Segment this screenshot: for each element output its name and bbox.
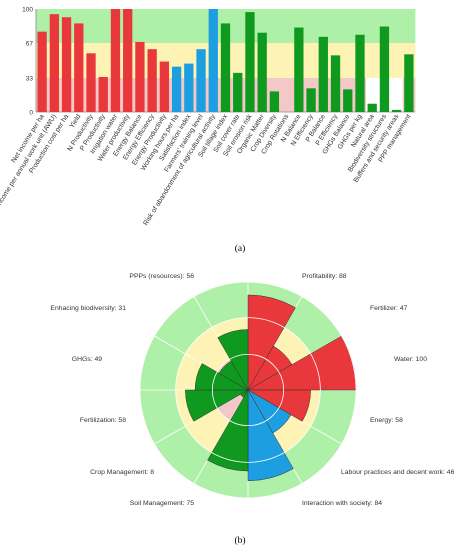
band-cell — [97, 42, 110, 79]
band-cell — [158, 9, 171, 43]
wedge — [247, 389, 294, 481]
bar — [110, 9, 121, 112]
wedge-label: GHGs: 49 — [72, 356, 102, 363]
wedge — [207, 389, 249, 472]
bar — [159, 61, 170, 112]
bar — [135, 41, 145, 112]
band-cell — [341, 42, 355, 79]
ring-outline — [211, 353, 285, 427]
band-cell — [390, 78, 404, 112]
bar — [123, 9, 133, 112]
wedge-label: Labour practices and decent work: 46 — [341, 469, 455, 476]
bar — [306, 88, 316, 112]
band-cell — [280, 9, 294, 43]
wedge-label: Fertilizer: 47 — [370, 305, 408, 312]
wedge — [194, 363, 249, 391]
band-cell — [390, 9, 404, 43]
bar — [343, 89, 353, 112]
bar — [171, 66, 182, 112]
wedge-label: PPPs (resources): 56 — [129, 273, 194, 280]
bar — [330, 55, 341, 112]
wedge-label: Enhacing biodiversity: 31 — [50, 305, 126, 312]
wedge-label: Profitability: 88 — [302, 273, 347, 280]
band-cell — [341, 9, 355, 43]
band-cell — [231, 42, 245, 79]
band-cell — [366, 78, 379, 112]
bar — [367, 103, 377, 112]
bar — [49, 14, 59, 112]
bar — [61, 17, 72, 113]
bar — [86, 53, 96, 112]
bar — [233, 72, 243, 112]
wedge-label: Water: 100 — [394, 356, 427, 363]
wedge — [185, 389, 249, 422]
wedge-label: Soil Management: 75 — [130, 500, 194, 507]
bar — [220, 23, 231, 113]
band-cell — [194, 9, 208, 43]
y-tick-label: 33 — [26, 75, 34, 82]
wedge — [247, 389, 311, 422]
bar — [245, 12, 255, 113]
band-cell — [402, 9, 416, 43]
ring-outline — [139, 281, 357, 499]
band-cell — [146, 9, 159, 43]
band-cell — [182, 9, 196, 43]
bar — [196, 49, 206, 112]
band-cell — [170, 9, 184, 43]
y-tick-label: 0 — [29, 109, 33, 116]
bar — [404, 54, 414, 112]
bar — [147, 49, 157, 112]
band-cell — [84, 9, 98, 43]
bar — [208, 9, 218, 112]
bar — [184, 63, 194, 112]
band-cell — [268, 42, 281, 79]
band-cell — [268, 9, 281, 43]
bar — [98, 76, 108, 112]
band-cell — [304, 9, 318, 43]
wedge — [217, 329, 249, 391]
caption-b: (b) — [234, 535, 245, 546]
polar-chart-panel: Profitability: 88 Fertilizer: 47 Water: 10… — [50, 273, 454, 507]
bar — [294, 27, 304, 112]
band-cell — [133, 9, 147, 43]
bar — [355, 34, 365, 112]
band-cell — [366, 9, 379, 43]
bar — [392, 109, 402, 112]
band-cell — [97, 9, 110, 43]
y-tick-label: 67 — [26, 40, 34, 47]
bar — [318, 36, 328, 113]
bar — [379, 26, 390, 112]
bar — [269, 91, 280, 112]
band-cell — [390, 42, 404, 79]
caption-a: (a) — [235, 243, 246, 254]
wedge-label: Energy: 58 — [370, 417, 403, 424]
band-cell — [353, 9, 367, 43]
bar — [257, 32, 267, 112]
ring-outline — [175, 317, 321, 463]
bar — [74, 23, 84, 113]
bar — [37, 31, 47, 112]
band-cell — [329, 9, 343, 43]
band-cell — [280, 42, 294, 79]
band-cell — [317, 9, 330, 43]
band-cell — [304, 42, 318, 79]
band-cell — [231, 9, 245, 43]
wedge-label: Interaction with society: 84 — [302, 500, 382, 507]
wedge-label: Crop Management: 8 — [90, 469, 154, 476]
band-cell — [366, 42, 379, 79]
band-cell — [280, 78, 294, 112]
y-tick-label: 100 — [22, 6, 33, 13]
wedge-label: Fertilization: 58 — [80, 417, 126, 424]
